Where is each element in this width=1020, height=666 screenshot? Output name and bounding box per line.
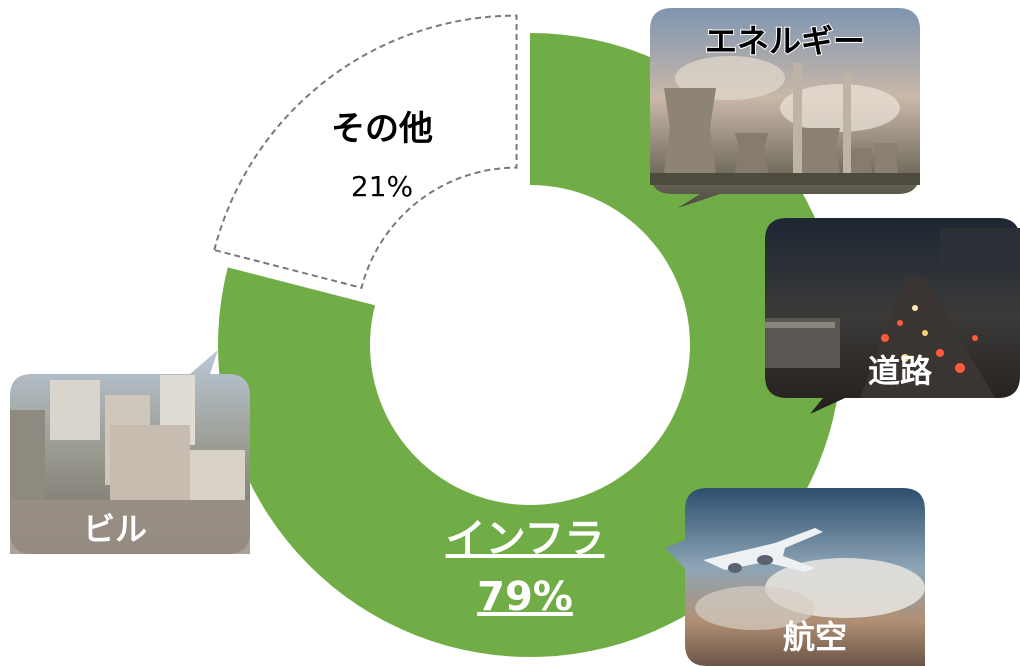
callout-air: 航空 xyxy=(665,488,925,666)
slice-value-other: 21% xyxy=(351,170,413,203)
city-buildings-photo: ビル xyxy=(10,350,250,554)
donut-slice-other xyxy=(213,14,518,290)
callout-road-label: 道路 xyxy=(868,352,933,390)
slice-value-infra: 79% xyxy=(477,574,573,620)
callout-building-label: ビル xyxy=(83,510,147,548)
slice-label-other: その他 xyxy=(331,109,433,149)
callout-building: ビル xyxy=(10,350,250,555)
callout-energy: エネルギー xyxy=(650,8,920,213)
slice-label-infra: インフラ xyxy=(446,516,605,562)
highway-traffic-photo: 道路 xyxy=(765,218,1020,414)
callout-air-label: 航空 xyxy=(783,618,847,656)
callout-energy-label: エネルギー xyxy=(705,22,865,60)
callout-road: 道路 xyxy=(765,218,1020,418)
power-plant-photo: エネルギー xyxy=(650,8,920,208)
airplane-photo: 航空 xyxy=(665,488,925,666)
